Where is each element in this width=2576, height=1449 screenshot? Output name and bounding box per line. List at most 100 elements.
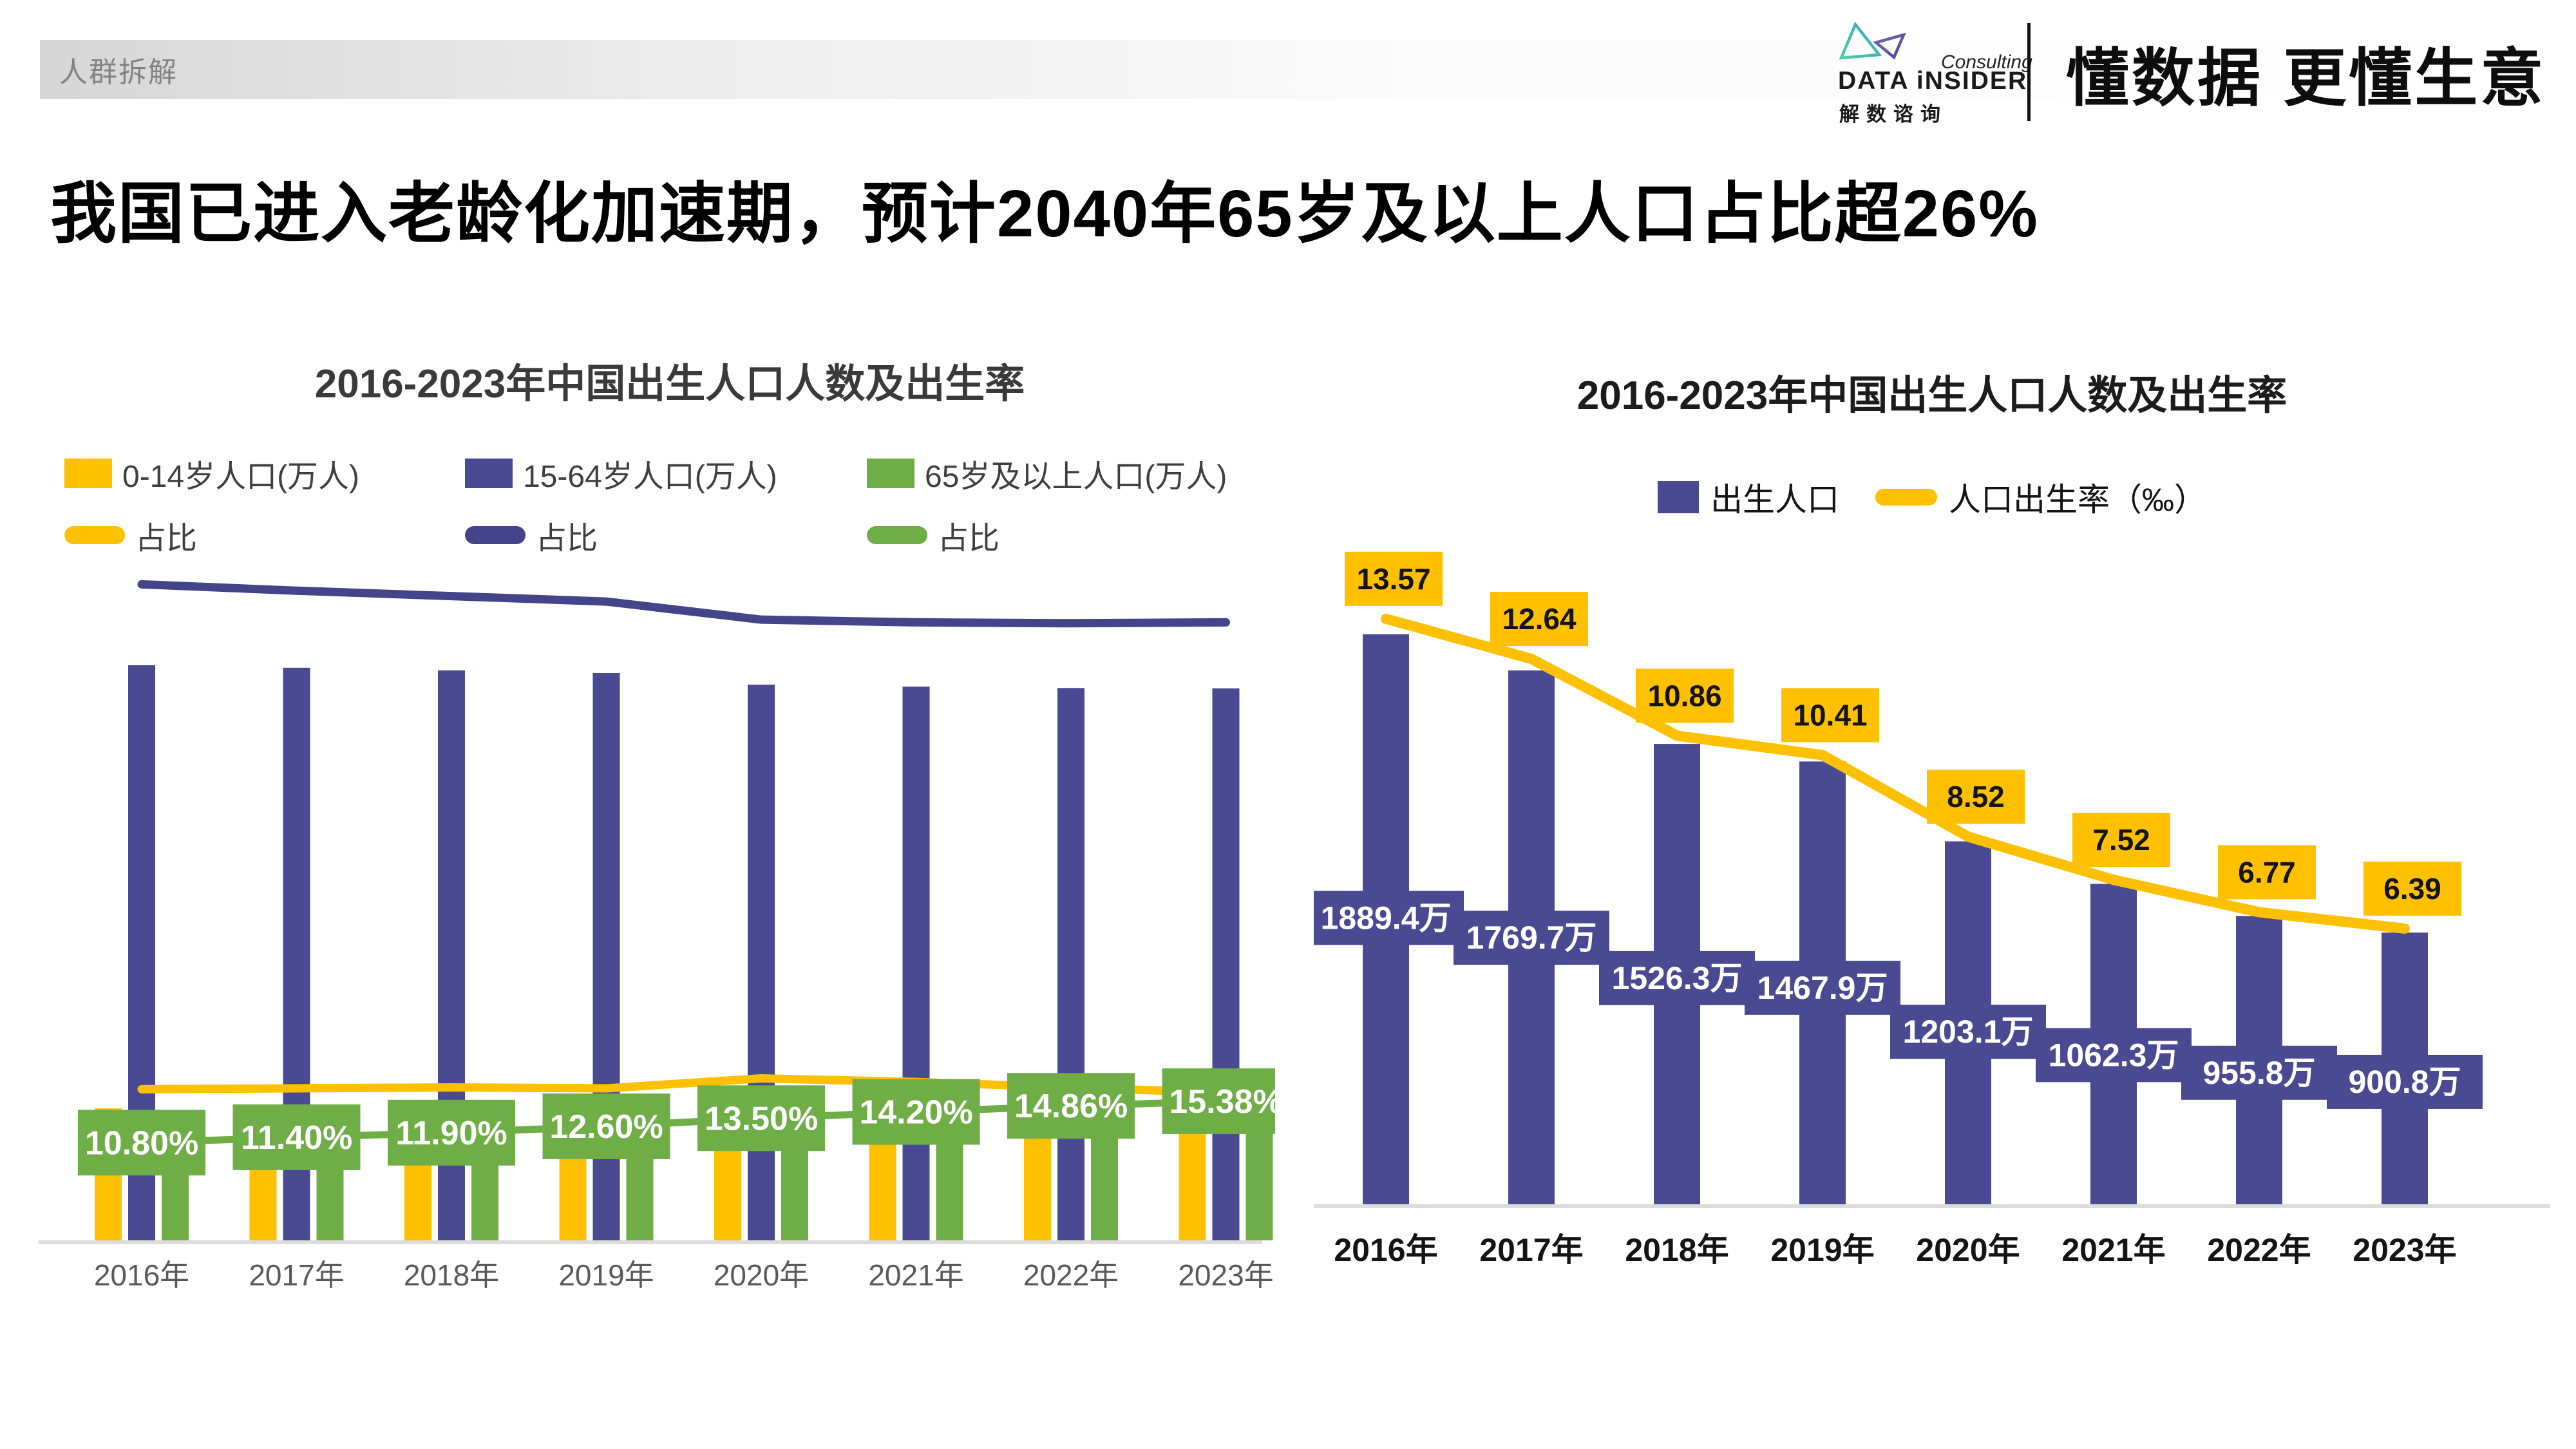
- birthrate-label-box: [1781, 688, 1879, 743]
- bar-15-64岁人口(万人): [1057, 688, 1084, 1240]
- bar-15-64岁人口(万人): [1212, 688, 1240, 1240]
- share-label-box: [388, 1099, 515, 1166]
- birthrate-label-box: [2072, 813, 2170, 867]
- x-axis: [1314, 1204, 2550, 1208]
- brand-name-cn: 解数谘询: [1839, 103, 1947, 126]
- bar-65岁及以上人口(万人): [1245, 1115, 1273, 1240]
- x-tick-label: 2022年: [1023, 1258, 1119, 1292]
- legend-item-65plus-line: 占比: [867, 513, 999, 558]
- legend-swatch-purple-line: [465, 526, 526, 544]
- share-label: 11.40%: [241, 1119, 353, 1157]
- births-label: 1062.3万: [2049, 1037, 2179, 1073]
- births-label: 955.8万: [2202, 1055, 2315, 1091]
- birthrate-label: 10.41: [1793, 699, 1867, 732]
- x-tick-label: 2021年: [2061, 1232, 2165, 1268]
- birthrate-label: 13.57: [1356, 562, 1430, 596]
- right-chart-legend: 出生人口 人口出生率（‰）: [1314, 474, 2550, 520]
- birthrate-label: 10.86: [1647, 679, 1721, 712]
- right-chart-title: 2016-2023年中国出生人口人数及出生率: [1577, 374, 2287, 418]
- birthrate-label-box: [1636, 668, 1734, 723]
- legend-swatch-births: [1658, 481, 1699, 513]
- births-label-box: [2327, 1054, 2483, 1109]
- birthrate-label-box: [2363, 861, 2461, 916]
- legend-item-15-64-bar: 15-64岁人口(万人): [465, 451, 777, 496]
- line-15-64岁占比: [137, 580, 1230, 628]
- brand-divider: [2027, 23, 2031, 121]
- legend-item-birthrate-line: 人口出生率（‰）: [1875, 474, 2206, 520]
- brand-logo: Consulting DATA iNSIDER 解数谘询: [1833, 18, 2032, 128]
- share-label-box: [697, 1085, 825, 1151]
- share-label-box: [78, 1110, 205, 1176]
- legend-swatch-green-line: [867, 526, 927, 544]
- x-tick-label: 2018年: [404, 1258, 499, 1292]
- share-label: 13.50%: [705, 1100, 818, 1137]
- legend-label: 出生人口: [1710, 482, 1839, 518]
- births-label: 1889.4万: [1321, 900, 1452, 936]
- births-label-box: [2181, 1045, 2337, 1100]
- births-label-box: [2036, 1028, 2192, 1083]
- legend-label: 占比: [135, 522, 198, 556]
- legend-item-0-14-line: 占比: [64, 513, 197, 558]
- birthrate-label-box: [1927, 770, 2025, 824]
- legend-item-65plus-bar: 65岁及以上人口(万人): [867, 451, 1227, 496]
- bar-65岁及以上人口(万人): [1091, 1120, 1118, 1240]
- legend-swatch-birthrate: [1875, 489, 1937, 506]
- share-label: 14.86%: [1014, 1088, 1128, 1125]
- x-tick-label: 2020年: [714, 1258, 809, 1292]
- legend-label: 人口出生率（‰）: [1949, 482, 2206, 518]
- x-tick-label: 2017年: [249, 1258, 344, 1292]
- share-label-box: [1007, 1073, 1135, 1139]
- x-tick-label: 2016年: [1334, 1232, 1437, 1268]
- birthrate-label: 12.64: [1502, 602, 1577, 636]
- bar-15-64岁人口(万人): [902, 687, 930, 1240]
- x-tick-label: 2016年: [94, 1258, 189, 1292]
- births-label-box: [1890, 1005, 2046, 1059]
- x-tick-label: 2019年: [1770, 1232, 1874, 1268]
- x-tick-label: 2017年: [1479, 1232, 1583, 1268]
- legend-swatch-yellow-bar: [64, 459, 112, 488]
- line-人口出生率（‰）: [1381, 613, 2410, 934]
- birthrate-label: 6.39: [2383, 872, 2441, 905]
- birthrate-label: 8.52: [1947, 780, 2005, 813]
- legend-label: 占比: [938, 522, 1000, 556]
- legend-label: 0-14岁人口(万人): [122, 460, 360, 494]
- x-tick-label: 2020年: [1916, 1232, 2020, 1268]
- x-axis: [39, 1240, 1262, 1244]
- share-label-box: [542, 1093, 670, 1159]
- header-tag-label: 人群拆解: [59, 57, 178, 88]
- births-label: 900.8万: [2348, 1064, 2461, 1100]
- header-tag-bar: 人群拆解: [40, 40, 2536, 99]
- births-label-box: [1454, 911, 1609, 965]
- share-label: 11.90%: [395, 1115, 507, 1152]
- share-label-box: [852, 1079, 980, 1145]
- x-tick-label: 2021年: [868, 1258, 963, 1292]
- births-label: 1769.7万: [1466, 920, 1597, 956]
- birthrate-label: 7.52: [2092, 823, 2150, 857]
- left-chart-plot: 10.80% 11.40% 11.90% 12.60% 13.50% 14.20% 14.8…: [39, 580, 1275, 1292]
- left-chart-title: 2016-2023年中国出生人口人数及出生率: [314, 362, 1025, 406]
- legend-item-0-14-bar: 0-14岁人口(万人): [64, 451, 359, 496]
- x-tick-label: 2019年: [558, 1258, 654, 1292]
- legend-swatch-yellow-line: [64, 526, 125, 544]
- page-title: 我国已进入老龄化加速期，预计2040年65岁及以上人口占比超26%: [50, 176, 2039, 251]
- x-tick-label: 2022年: [2207, 1232, 2311, 1268]
- x-tick-label: 2023年: [1178, 1258, 1273, 1292]
- legend-label: 占比: [536, 522, 598, 556]
- bar-15-64岁人口(万人): [748, 685, 775, 1240]
- legend-label: 15-64岁人口(万人): [523, 460, 777, 494]
- left-chart-legend: 0-14岁人口(万人) 15-64岁人口(万人) 65岁及以上人口(万人) 占比…: [64, 451, 1275, 567]
- births-label-box: [1745, 960, 1900, 1015]
- birthrate-label: 6.77: [2238, 855, 2296, 889]
- births-label: 1526.3万: [1612, 960, 1743, 996]
- share-label-box: [232, 1104, 361, 1170]
- brand-slogan: 懂数据 更懂生意: [2066, 43, 2546, 113]
- births-label: 1203.1万: [1903, 1014, 2034, 1050]
- share-label: 14.20%: [859, 1094, 972, 1131]
- legend-swatch-purple-bar: [465, 459, 513, 488]
- x-tick-label: 2018年: [1625, 1232, 1728, 1268]
- right-chart-plot: 1889.4万 1769.7万 1526.3万 1467.9万 1203.1万 1062.…: [1314, 551, 2550, 1268]
- legend-swatch-green-bar: [867, 459, 914, 488]
- births-label-box: [1314, 891, 1464, 945]
- birthrate-label-box: [2218, 845, 2316, 900]
